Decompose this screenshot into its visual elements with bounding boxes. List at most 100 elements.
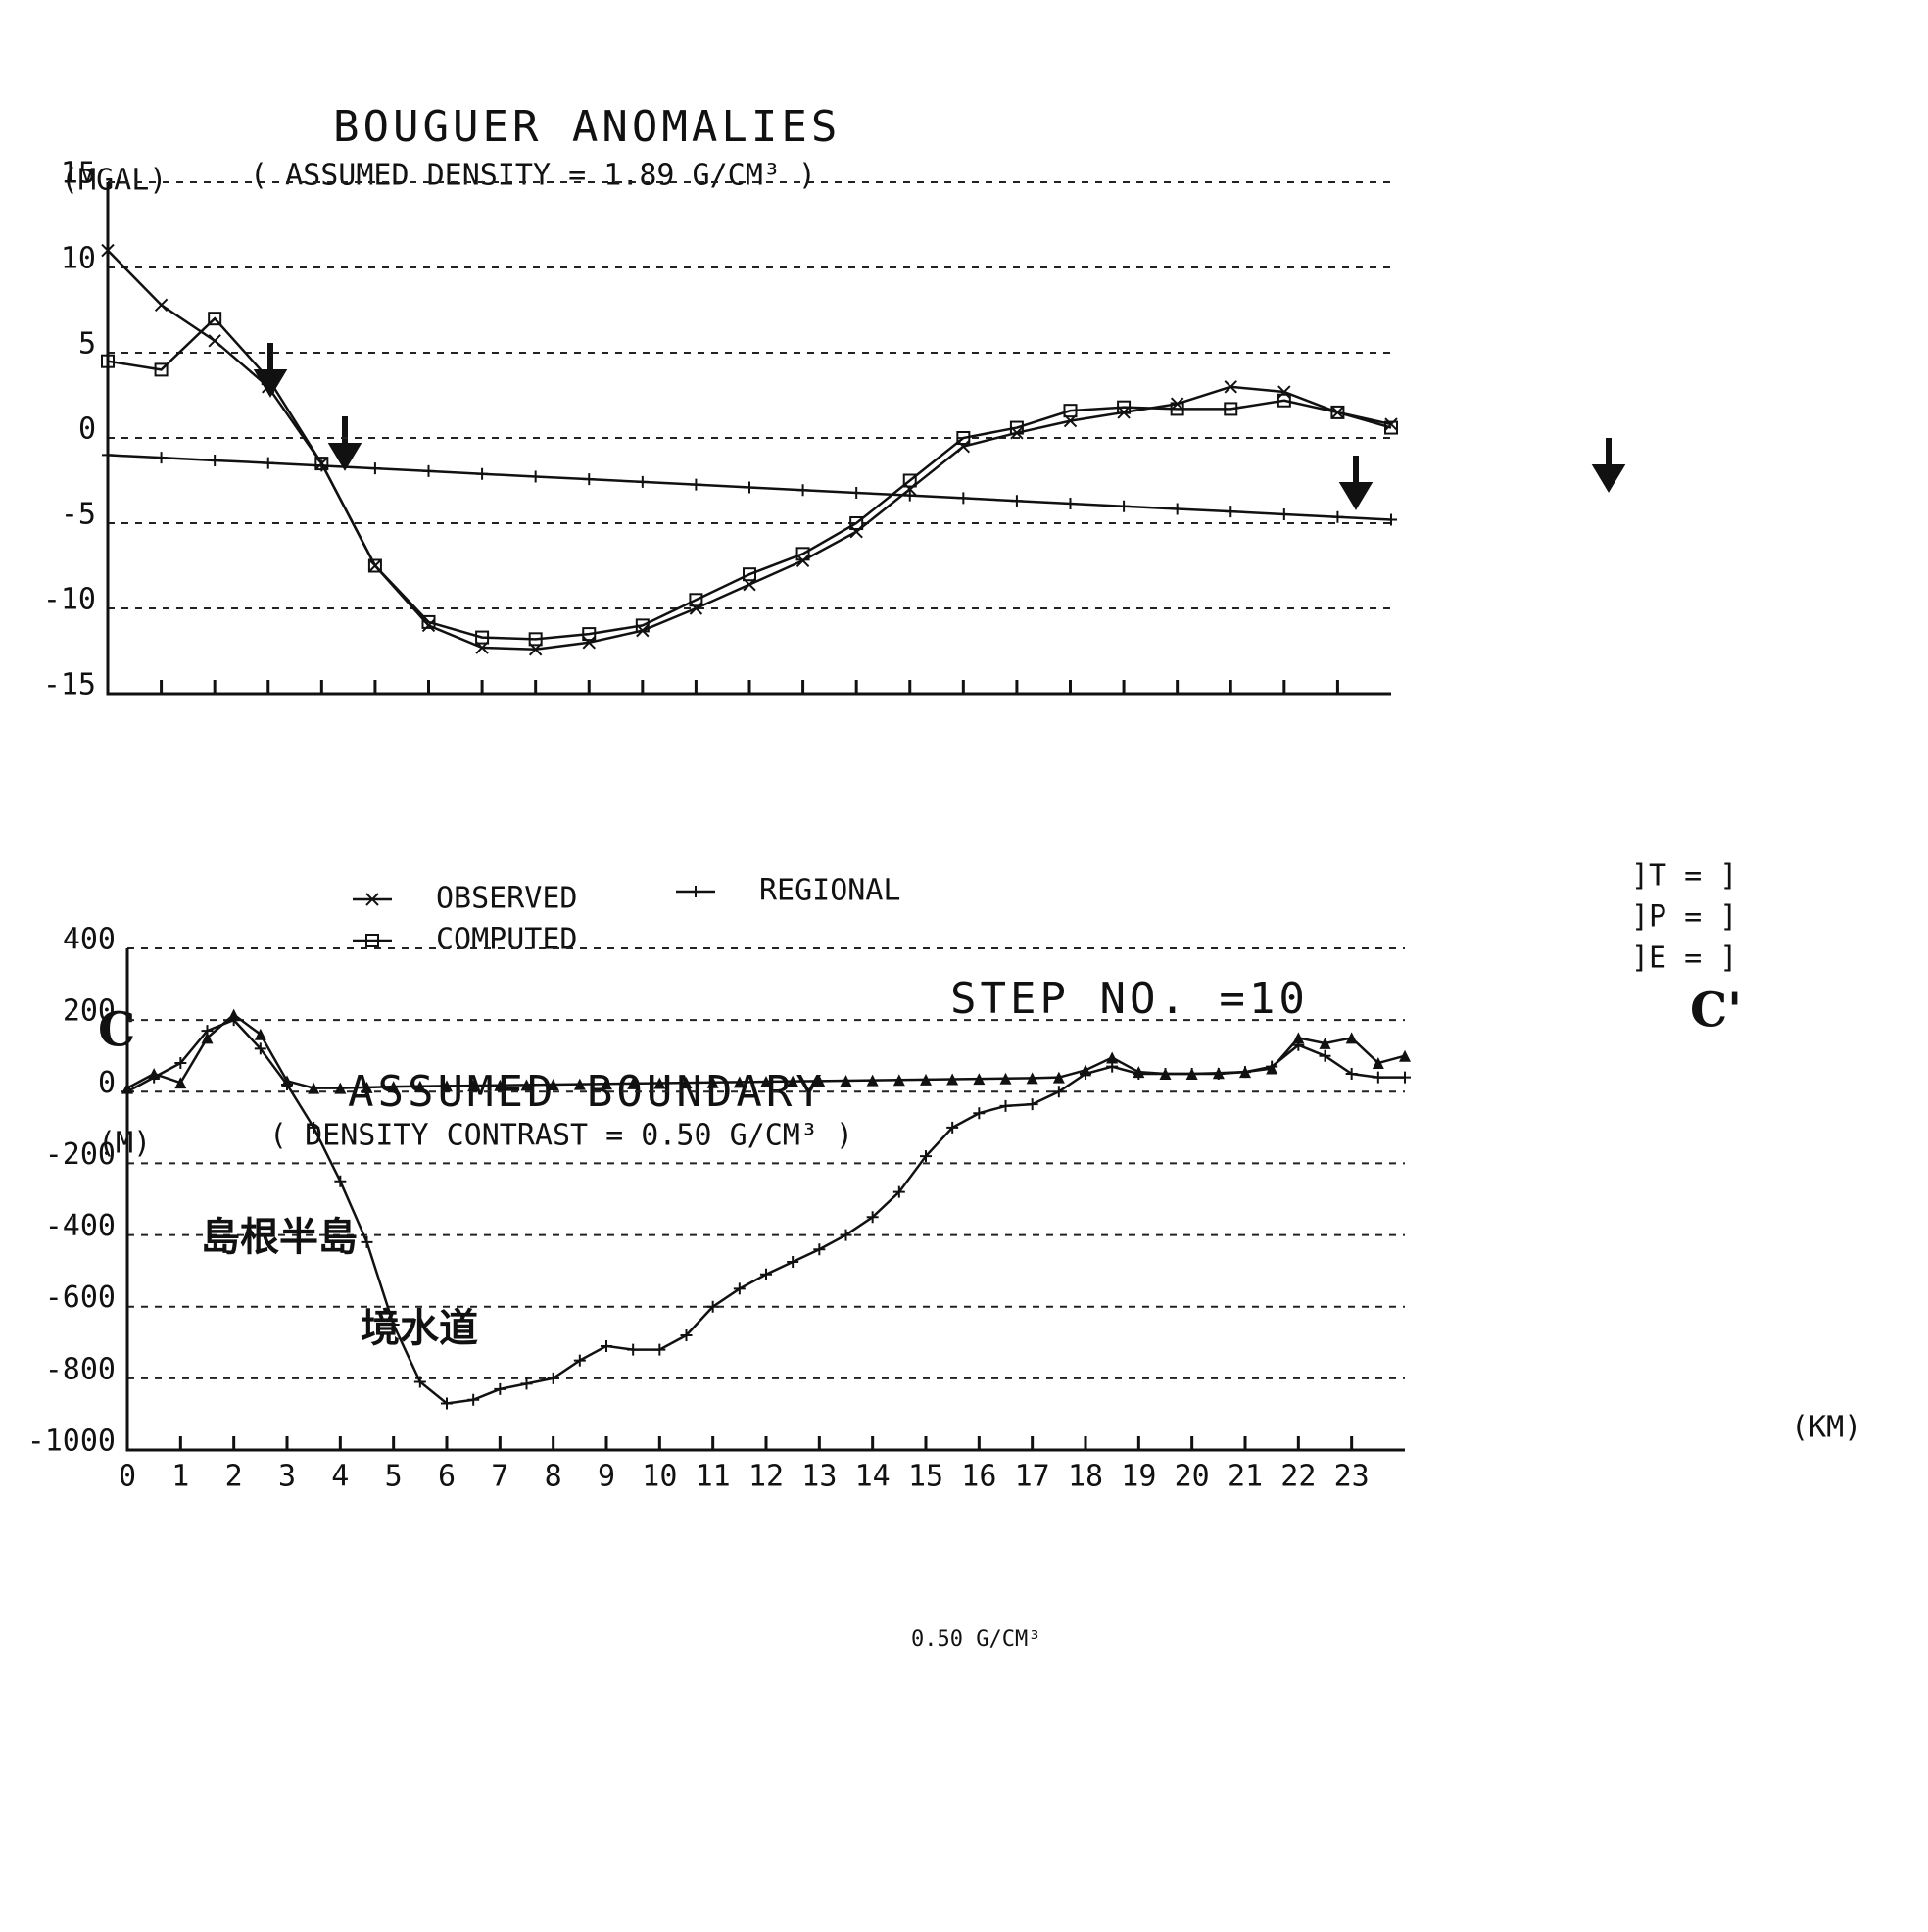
section-end: C' xyxy=(1690,984,1742,1038)
x-tick-label: 3 xyxy=(278,1460,296,1494)
y-tick-label: 400 xyxy=(63,923,116,957)
x-tick-label: 16 xyxy=(961,1460,996,1494)
marker xyxy=(413,1376,426,1388)
marker xyxy=(920,1150,932,1163)
marker xyxy=(813,1075,826,1087)
marker xyxy=(627,1077,640,1089)
marker xyxy=(866,1074,879,1087)
bottom-subtitle: ( DENSITY CONTRAST = 0.50 G/CM³ ) xyxy=(269,1119,853,1153)
marker xyxy=(920,1073,932,1086)
x-tick-label: 2 xyxy=(225,1460,243,1494)
marker xyxy=(467,1080,480,1092)
marker xyxy=(1345,1032,1358,1044)
arrows xyxy=(253,343,1626,510)
marker xyxy=(227,1008,240,1021)
y-tick-label: -800 xyxy=(45,1352,116,1386)
marker xyxy=(1010,495,1023,507)
y-tick-label: -10 xyxy=(43,583,96,617)
marker xyxy=(1330,405,1345,419)
y-tick-label: 15 xyxy=(61,157,96,191)
marker xyxy=(1292,1032,1305,1044)
annotation: 境水道 xyxy=(361,1306,478,1351)
marker xyxy=(1372,1071,1384,1084)
marker xyxy=(1224,380,1237,394)
y-tick-label: 0 xyxy=(98,1066,116,1100)
marker xyxy=(520,1079,533,1091)
marker xyxy=(840,1074,852,1087)
bottom-ylabel: (M) xyxy=(98,1127,151,1161)
y-tick-label: -1000 xyxy=(27,1425,116,1459)
marker xyxy=(1159,1068,1172,1080)
legend-label: COMPUTED xyxy=(436,923,578,957)
marker xyxy=(1212,1067,1225,1080)
x-tick-label: 8 xyxy=(545,1460,562,1494)
series-line xyxy=(107,249,1392,652)
marker xyxy=(1009,420,1024,435)
legend-label: REGIONAL xyxy=(759,874,901,908)
marker xyxy=(957,492,970,505)
marker xyxy=(706,1076,719,1088)
marker xyxy=(1319,1037,1331,1049)
marker xyxy=(902,473,917,488)
marker xyxy=(1384,417,1398,431)
x-tick-label: 11 xyxy=(696,1460,731,1494)
marker xyxy=(1026,1098,1038,1111)
marker xyxy=(1266,1062,1278,1075)
annotation: 島根半島 xyxy=(201,1215,358,1260)
marker xyxy=(529,470,542,483)
marker xyxy=(1026,1072,1038,1085)
marker xyxy=(1225,506,1237,518)
marker xyxy=(261,371,275,386)
marker xyxy=(281,1075,293,1087)
marker xyxy=(956,431,971,445)
marker xyxy=(315,459,328,472)
x-tick-label: 14 xyxy=(855,1460,891,1494)
marker xyxy=(1064,497,1077,509)
x-tick-label: 20 xyxy=(1175,1460,1210,1494)
y-tick-label: -15 xyxy=(43,668,96,702)
marker xyxy=(361,1081,373,1093)
marker xyxy=(1063,404,1078,418)
marker xyxy=(154,362,169,377)
marker xyxy=(627,1343,640,1356)
marker xyxy=(760,1268,772,1280)
marker xyxy=(760,1076,772,1088)
marker xyxy=(973,1073,986,1086)
flag-label: ]P = ] xyxy=(1631,900,1737,935)
series-line xyxy=(107,316,1392,641)
marker xyxy=(582,636,596,650)
marker xyxy=(1399,1049,1411,1062)
marker xyxy=(1277,385,1291,399)
marker xyxy=(528,632,543,647)
marker xyxy=(680,1328,693,1341)
marker xyxy=(208,312,222,326)
marker xyxy=(547,1078,559,1090)
marker xyxy=(744,481,755,494)
marker xyxy=(201,1032,214,1044)
x-tick-label: 18 xyxy=(1068,1460,1103,1494)
marker xyxy=(733,1282,746,1295)
marker xyxy=(368,462,381,475)
marker xyxy=(476,467,489,480)
x-tick-label: 4 xyxy=(331,1460,349,1494)
marker xyxy=(973,1107,986,1120)
marker xyxy=(520,1377,533,1390)
marker xyxy=(422,464,435,477)
x-tick-label: 5 xyxy=(385,1460,403,1494)
marker xyxy=(999,1099,1012,1112)
marker xyxy=(1331,510,1344,523)
y-tick-label: 5 xyxy=(78,327,96,362)
marker xyxy=(254,1042,266,1055)
legend-marker xyxy=(365,934,379,947)
marker xyxy=(743,567,756,582)
marker xyxy=(787,1075,799,1087)
marker xyxy=(413,1080,426,1092)
marker xyxy=(308,1121,320,1134)
marker xyxy=(733,1076,746,1088)
marker xyxy=(421,614,436,629)
marker xyxy=(174,1077,187,1089)
marker xyxy=(1171,503,1183,515)
y-tick-label: -5 xyxy=(61,498,96,532)
marker xyxy=(680,1077,693,1089)
flag-label: ]E = ] xyxy=(1631,942,1737,976)
